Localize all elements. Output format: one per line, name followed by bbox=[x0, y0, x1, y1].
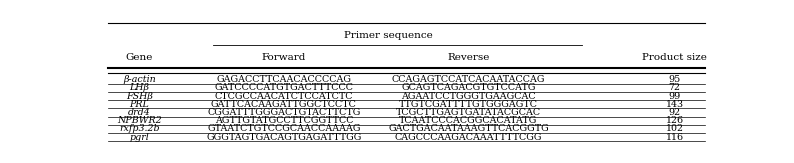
Text: GACTGACAATAAAGTTCACGGTG: GACTGACAATAAAGTTCACGGTG bbox=[388, 124, 549, 133]
Text: CGGATTTGGGACTGTACTTCTG: CGGATTTGGGACTGTACTTCTG bbox=[207, 108, 360, 117]
Text: 72: 72 bbox=[669, 83, 680, 92]
Text: FSHβ: FSHβ bbox=[125, 91, 152, 101]
Text: Product size: Product size bbox=[642, 53, 707, 62]
Text: CTCGCCAACATCTCCATCTC: CTCGCCAACATCTCCATCTC bbox=[214, 91, 353, 101]
Text: GGGTAGTGACAGTGAGATTTGG: GGGTAGTGACAGTGAGATTTGG bbox=[206, 133, 361, 142]
Text: 116: 116 bbox=[665, 133, 684, 142]
Text: 102: 102 bbox=[665, 124, 684, 133]
Text: β-actin: β-actin bbox=[123, 75, 156, 84]
Text: Primer sequence: Primer sequence bbox=[344, 31, 433, 40]
Text: GTAATCTGTCCGCAACCAAAAG: GTAATCTGTCCGCAACCAAAAG bbox=[207, 124, 360, 133]
Text: GATTCACAAGATTGGCTCCTC: GATTCACAAGATTGGCTCCTC bbox=[211, 100, 357, 109]
Text: CAGCCCAAGACAAATTTTCGG: CAGCCCAAGACAAATTTTCGG bbox=[395, 133, 542, 142]
Text: NPBWR2: NPBWR2 bbox=[117, 116, 161, 125]
Text: 95: 95 bbox=[669, 75, 680, 84]
Text: GAGACCTTCAACACCCCAG: GAGACCTTCAACACCCCAG bbox=[216, 75, 352, 84]
Text: AGAATCCTGGGTGAAGCAC: AGAATCCTGGGTGAAGCAC bbox=[401, 91, 536, 101]
Text: AGTTGTATGCCTTCGGTTCC: AGTTGTATGCCTTCGGTTCC bbox=[214, 116, 353, 125]
Text: PRL: PRL bbox=[129, 100, 149, 109]
Text: 126: 126 bbox=[665, 116, 684, 125]
Text: GATCCCCATGTGACTTTCCC: GATCCCCATGTGACTTTCCC bbox=[214, 83, 353, 92]
Text: CCAGAGTCCATCACAATACCAG: CCAGAGTCCATCACAATACCAG bbox=[391, 75, 545, 84]
Text: 143: 143 bbox=[665, 100, 684, 109]
Text: rxfp3.2b: rxfp3.2b bbox=[119, 124, 160, 133]
Text: TCAATCCCACGGCACATATG: TCAATCCCACGGCACATATG bbox=[399, 116, 538, 125]
Text: GCAGTCAGACGTGTCCATG: GCAGTCAGACGTGTCCATG bbox=[401, 83, 536, 92]
Text: 92: 92 bbox=[669, 108, 680, 117]
Text: Reverse: Reverse bbox=[447, 53, 490, 62]
Text: pgrl: pgrl bbox=[129, 133, 149, 142]
Text: drd4: drd4 bbox=[128, 108, 151, 117]
Text: TCGCTTGAGTGATATACGCAC: TCGCTTGAGTGATATACGCAC bbox=[396, 108, 541, 117]
Text: Gene: Gene bbox=[125, 53, 153, 62]
Text: TTGTCGATTTTGTGGGAGTC: TTGTCGATTTTGTGGGAGTC bbox=[399, 100, 538, 109]
Text: LHβ: LHβ bbox=[129, 83, 149, 92]
Text: 99: 99 bbox=[669, 91, 680, 101]
Text: Forward: Forward bbox=[262, 53, 306, 62]
